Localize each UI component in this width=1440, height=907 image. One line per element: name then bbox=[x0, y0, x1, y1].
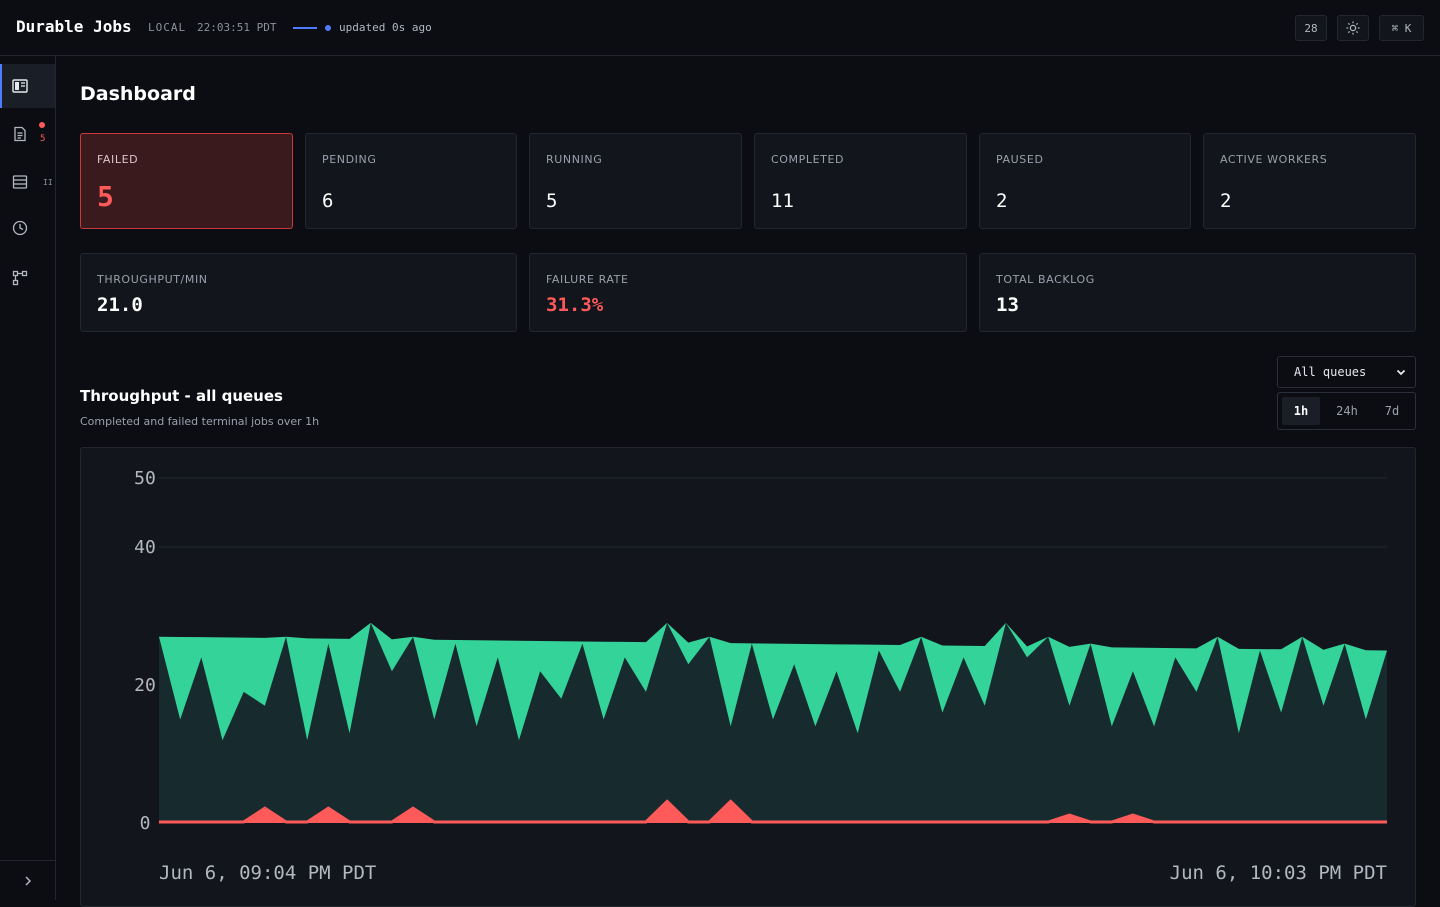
live-indicator-dot bbox=[325, 25, 331, 31]
sidebar-item-jobs[interactable]: 5 bbox=[0, 112, 55, 156]
sidebar-collapse-button[interactable] bbox=[0, 860, 55, 900]
x-tick-start: Jun 6, 09:04 PM PDT bbox=[159, 862, 376, 884]
jobs-alert-dot bbox=[39, 122, 45, 128]
stat-value: 21.0 bbox=[97, 294, 143, 316]
x-tick-end: Jun 6, 10:03 PM PDT bbox=[1170, 862, 1387, 884]
stat-label: THROUGHPUT/MIN bbox=[97, 273, 208, 286]
stat-card-paused[interactable]: PAUSED 2 bbox=[979, 133, 1191, 229]
theme-toggle-button[interactable] bbox=[1337, 15, 1369, 41]
clock: 22:03:51 PDT bbox=[197, 21, 277, 34]
stat-card-active-workers[interactable]: ACTIVE WORKERS 2 bbox=[1203, 133, 1416, 229]
command-palette-button[interactable]: ⌘ K bbox=[1379, 15, 1424, 41]
stat-value: 2 bbox=[996, 190, 1008, 212]
time-range-selector: 1h 24h 7d bbox=[1277, 392, 1416, 430]
sidebar-item-queues[interactable]: II bbox=[0, 160, 55, 204]
section-title: Throughput - all queues bbox=[80, 387, 283, 405]
stat-card-pending[interactable]: PENDING 6 bbox=[305, 133, 517, 229]
stat-value: 11 bbox=[771, 190, 794, 212]
stat-value: 5 bbox=[97, 180, 114, 213]
stat-value: 2 bbox=[1220, 190, 1232, 212]
stat-value: 13 bbox=[996, 294, 1019, 316]
jobs-badge-count: 5 bbox=[40, 134, 46, 144]
queue-select-value: All queues bbox=[1294, 365, 1367, 379]
y-tick-label: 50 bbox=[134, 468, 156, 489]
stat-label: TOTAL BACKLOG bbox=[996, 273, 1095, 286]
stat-card-completed[interactable]: COMPLETED 11 bbox=[754, 133, 967, 229]
dashboard-icon bbox=[12, 79, 28, 93]
queue-select[interactable]: All queues bbox=[1277, 356, 1416, 388]
sidebar: 5 II bbox=[0, 56, 56, 900]
command-shortcut-label: ⌘ K bbox=[1391, 21, 1412, 35]
stat-value: 31.3% bbox=[546, 294, 604, 316]
range-button-7d[interactable]: 7d bbox=[1384, 404, 1400, 418]
sidebar-item-dashboard[interactable] bbox=[0, 64, 55, 108]
chart-svg: 0 20 40 50 Jun 6, 09:04 PM PDT Jun 6, 10:03… bbox=[134, 468, 1387, 884]
last-updated: updated 0s ago bbox=[339, 21, 432, 34]
workflow-icon bbox=[12, 270, 28, 286]
stat-label: COMPLETED bbox=[771, 153, 845, 166]
stat-card-total-backlog: TOTAL BACKLOG 13 bbox=[979, 253, 1416, 332]
stat-label: FAILURE RATE bbox=[546, 273, 629, 286]
stat-card-failed[interactable]: FAILED 5 bbox=[80, 133, 293, 229]
queues-paused-marker: II bbox=[43, 178, 53, 187]
throughput-chart: 0 20 40 50 Jun 6, 09:04 PM PDT Jun 6, 10:03… bbox=[80, 447, 1416, 907]
count-button[interactable]: 28 bbox=[1295, 15, 1327, 41]
stat-label: PAUSED bbox=[996, 153, 1044, 166]
sidebar-item-schedules[interactable] bbox=[0, 206, 55, 250]
live-indicator-line bbox=[293, 27, 317, 29]
y-tick-label: 0 bbox=[140, 813, 151, 834]
failed-series-line bbox=[159, 799, 1387, 824]
completed-series-area bbox=[159, 622, 1387, 741]
stat-label: FAILED bbox=[97, 153, 139, 166]
list-icon bbox=[12, 175, 28, 189]
stat-value: 6 bbox=[322, 190, 334, 212]
range-button-1h[interactable]: 1h bbox=[1282, 397, 1320, 425]
chevron-right-icon bbox=[24, 875, 31, 886]
count-label: 28 bbox=[1304, 21, 1318, 35]
stat-value: 5 bbox=[546, 190, 558, 212]
section-subtitle: Completed and failed terminal jobs over … bbox=[80, 415, 320, 428]
y-tick-label: 40 bbox=[134, 537, 156, 558]
stat-card-failure-rate: FAILURE RATE 31.3% bbox=[529, 253, 967, 332]
clock-icon bbox=[12, 220, 28, 236]
top-bar: Durable Jobs LOCAL 22:03:51 PDT updated … bbox=[0, 0, 1440, 56]
sun-icon bbox=[1346, 21, 1360, 35]
app-title[interactable]: Durable Jobs bbox=[16, 17, 132, 36]
document-icon bbox=[14, 126, 26, 142]
stat-card-throughput: THROUGHPUT/MIN 21.0 bbox=[80, 253, 517, 332]
stat-label: ACTIVE WORKERS bbox=[1220, 153, 1328, 166]
page-title: Dashboard bbox=[80, 83, 196, 105]
stat-card-running[interactable]: RUNNING 5 bbox=[529, 133, 742, 229]
stat-label: PENDING bbox=[322, 153, 377, 166]
chevron-down-icon bbox=[1396, 369, 1406, 376]
sidebar-item-workflows[interactable] bbox=[0, 256, 55, 300]
range-button-24h[interactable]: 24h bbox=[1336, 404, 1358, 418]
y-tick-label: 20 bbox=[134, 675, 156, 696]
environment-label: LOCAL bbox=[148, 21, 187, 34]
stat-label: RUNNING bbox=[546, 153, 603, 166]
